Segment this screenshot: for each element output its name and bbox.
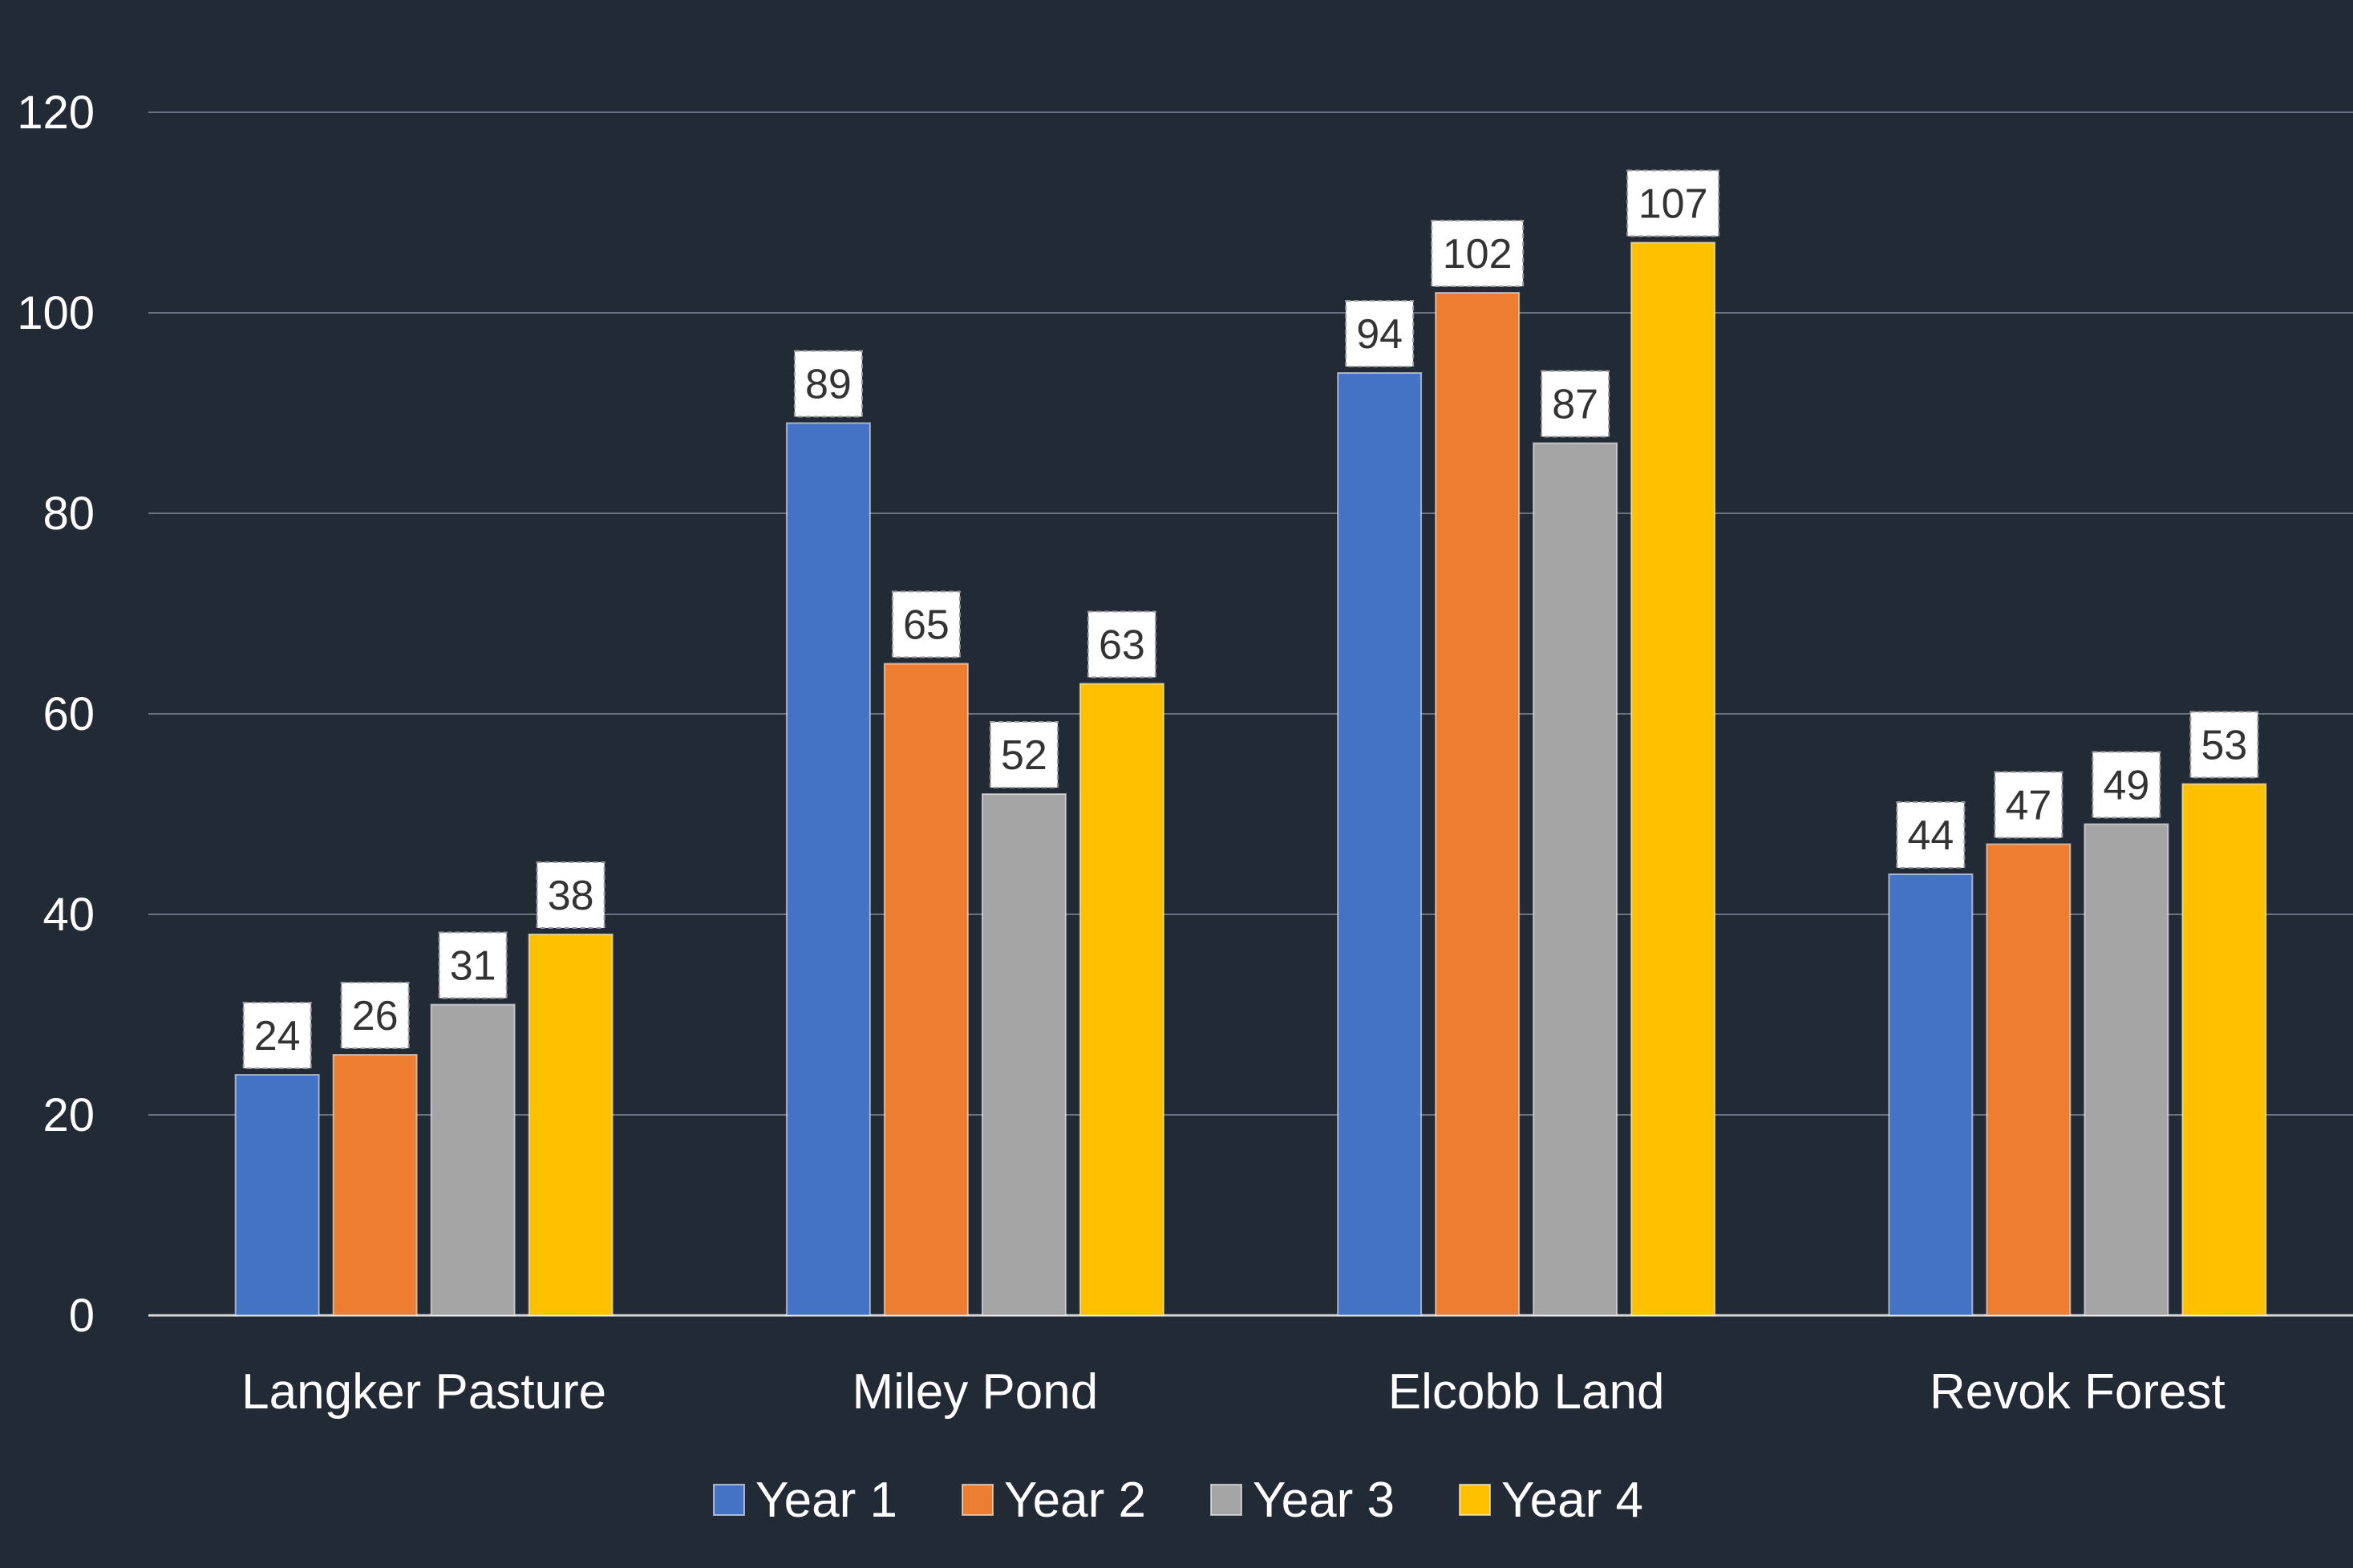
data-label-box bbox=[340, 982, 410, 1049]
category-label: Miley Pond bbox=[853, 1364, 1099, 1420]
legend-swatch bbox=[713, 1484, 745, 1516]
bar-year-4-miley-pond bbox=[1079, 683, 1164, 1316]
legend-swatch bbox=[962, 1484, 994, 1516]
y-tick-label: 120 bbox=[17, 87, 95, 139]
bar-year-2-miley-pond bbox=[883, 662, 969, 1316]
data-label: 65 bbox=[903, 602, 950, 649]
legend: Year 1 Year 2 Year 3 Year 4 bbox=[713, 1473, 1643, 1528]
data-label: 26 bbox=[352, 993, 399, 1039]
data-label: 47 bbox=[2005, 783, 2051, 829]
y-tick-label: 60 bbox=[43, 688, 95, 740]
data-label: 31 bbox=[450, 943, 496, 990]
y-tick-label: 100 bbox=[17, 287, 95, 339]
bar-year-3-langker-pasture bbox=[430, 1003, 516, 1316]
data-label: 102 bbox=[1443, 231, 1513, 278]
data-label: 52 bbox=[1001, 732, 1047, 779]
data-label-box bbox=[1431, 220, 1525, 287]
data-label-box bbox=[1626, 169, 1720, 237]
bar-year-4-elcobb-land bbox=[1630, 241, 1716, 1316]
data-label: 63 bbox=[1099, 622, 1145, 669]
bar-year-3-revok-forest bbox=[2084, 823, 2169, 1316]
data-label: 94 bbox=[1356, 311, 1403, 358]
bar-year-4-revok-forest bbox=[2181, 783, 2267, 1316]
y-tick-label: 80 bbox=[43, 488, 95, 540]
data-label: 24 bbox=[254, 1013, 301, 1060]
bar-year-1-langker-pasture bbox=[234, 1074, 320, 1316]
bar-year-3-elcobb-land bbox=[1533, 442, 1618, 1316]
bar-year-1-revok-forest bbox=[1888, 873, 1974, 1316]
data-label-box bbox=[793, 350, 863, 418]
data-label-box bbox=[1896, 801, 1966, 869]
legend-label: Year 2 bbox=[1004, 1473, 1146, 1528]
bars bbox=[234, 241, 2267, 1316]
data-labels: 24 26 31 38 89 65 52 63 94 102 87 107 44 47 49 53 bbox=[242, 169, 2259, 1069]
y-tick-label: 0 bbox=[69, 1290, 95, 1342]
legend-swatch bbox=[1459, 1484, 1491, 1516]
y-axis-tick-labels: 0 20 40 60 80 100 120 bbox=[17, 87, 95, 1342]
gridlines bbox=[148, 111, 2353, 1317]
category-labels: Langker Pasture Miley Pond Elcobb Land Revo… bbox=[241, 1364, 2225, 1420]
legend-label: Year 3 bbox=[1253, 1473, 1395, 1528]
data-label-box bbox=[1345, 300, 1415, 367]
data-label-box bbox=[438, 931, 508, 999]
category-label: Revok Forest bbox=[1930, 1364, 2225, 1420]
data-label: 53 bbox=[2201, 723, 2247, 769]
category-label: Elcobb Land bbox=[1388, 1364, 1665, 1420]
data-label-box bbox=[1087, 610, 1156, 679]
bar-year-2-elcobb-land bbox=[1435, 292, 1521, 1316]
data-label-box bbox=[2092, 751, 2161, 819]
category-label: Langker Pasture bbox=[241, 1364, 606, 1420]
data-label-box bbox=[2189, 711, 2259, 779]
y-tick-label: 40 bbox=[43, 889, 95, 941]
bar-year-3-miley-pond bbox=[981, 793, 1067, 1316]
bar-year-4-langker-pasture bbox=[528, 934, 614, 1316]
data-label-box bbox=[891, 590, 961, 658]
data-label: 38 bbox=[548, 873, 594, 919]
legend-swatch bbox=[1210, 1484, 1242, 1516]
data-label: 49 bbox=[2103, 763, 2149, 809]
data-label: 89 bbox=[805, 362, 852, 408]
bar-year-1-elcobb-land bbox=[1337, 372, 1423, 1316]
legend-label: Year 1 bbox=[755, 1473, 897, 1528]
data-label: 87 bbox=[1552, 382, 1598, 428]
data-label: 44 bbox=[1907, 812, 1954, 859]
bar-year-2-revok-forest bbox=[1986, 843, 2072, 1316]
bar-year-2-langker-pasture bbox=[332, 1054, 418, 1316]
data-label: 107 bbox=[1638, 181, 1708, 228]
data-label-box bbox=[989, 721, 1059, 788]
bar-year-1-miley-pond bbox=[785, 422, 871, 1316]
legend-label: Year 4 bbox=[1501, 1473, 1643, 1528]
data-label-box bbox=[1994, 771, 2063, 839]
y-tick-label: 20 bbox=[43, 1089, 95, 1141]
data-label-box bbox=[1541, 370, 1610, 438]
data-label-box bbox=[242, 1002, 312, 1069]
data-label-box bbox=[536, 861, 605, 929]
